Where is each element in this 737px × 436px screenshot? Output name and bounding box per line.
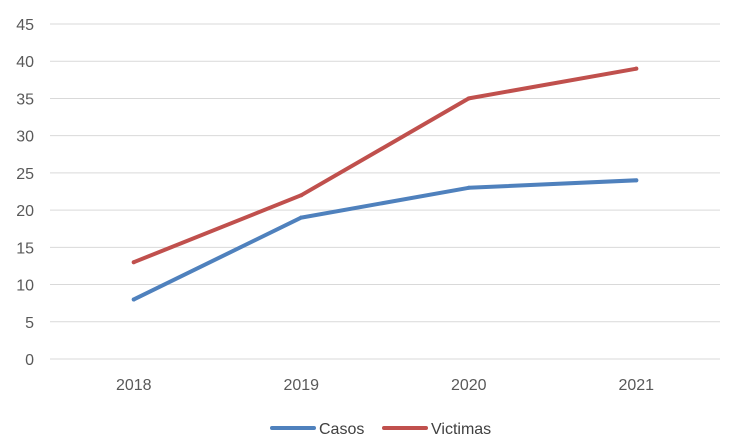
series-line-casos (131, 178, 639, 302)
y-tick-label: 0 (25, 352, 34, 369)
data-point-casos-2019 (299, 215, 304, 220)
y-tick-label: 40 (16, 54, 34, 71)
y-tick-label: 25 (16, 166, 34, 183)
legend: Casos Victimas (270, 421, 491, 436)
x-tick-label: 2019 (283, 377, 319, 394)
data-point-victimas-2018 (131, 260, 136, 265)
y-tick-label: 5 (25, 315, 34, 332)
data-point-victimas-2021 (634, 66, 639, 71)
y-tick-label: 35 (16, 91, 34, 108)
data-point-victimas-2019 (299, 193, 304, 198)
data-point-casos-2020 (466, 185, 471, 190)
x-axis: 2018 2019 2020 2021 (116, 377, 654, 394)
x-tick-label: 2020 (451, 377, 487, 394)
x-tick-label: 2021 (618, 377, 654, 394)
y-tick-label: 15 (16, 240, 34, 257)
series-line-victimas (131, 66, 639, 265)
y-tick-label: 45 (16, 17, 34, 34)
data-point-casos-2018 (131, 297, 136, 302)
data-point-casos-2021 (634, 178, 639, 183)
y-tick-label: 10 (16, 278, 34, 295)
legend-label: Victimas (431, 421, 491, 436)
y-tick-label: 30 (16, 129, 34, 146)
data-point-victimas-2020 (466, 96, 471, 101)
legend-item-casos: Casos (270, 421, 364, 436)
legend-label: Casos (319, 421, 364, 436)
series-lines (131, 66, 639, 302)
legend-item-victimas: Victimas (382, 421, 491, 436)
y-tick-label: 20 (16, 203, 34, 220)
x-tick-label: 2018 (116, 377, 152, 394)
y-axis: 0 5 10 15 20 25 30 35 40 45 (16, 17, 34, 369)
gridlines (50, 23, 720, 360)
